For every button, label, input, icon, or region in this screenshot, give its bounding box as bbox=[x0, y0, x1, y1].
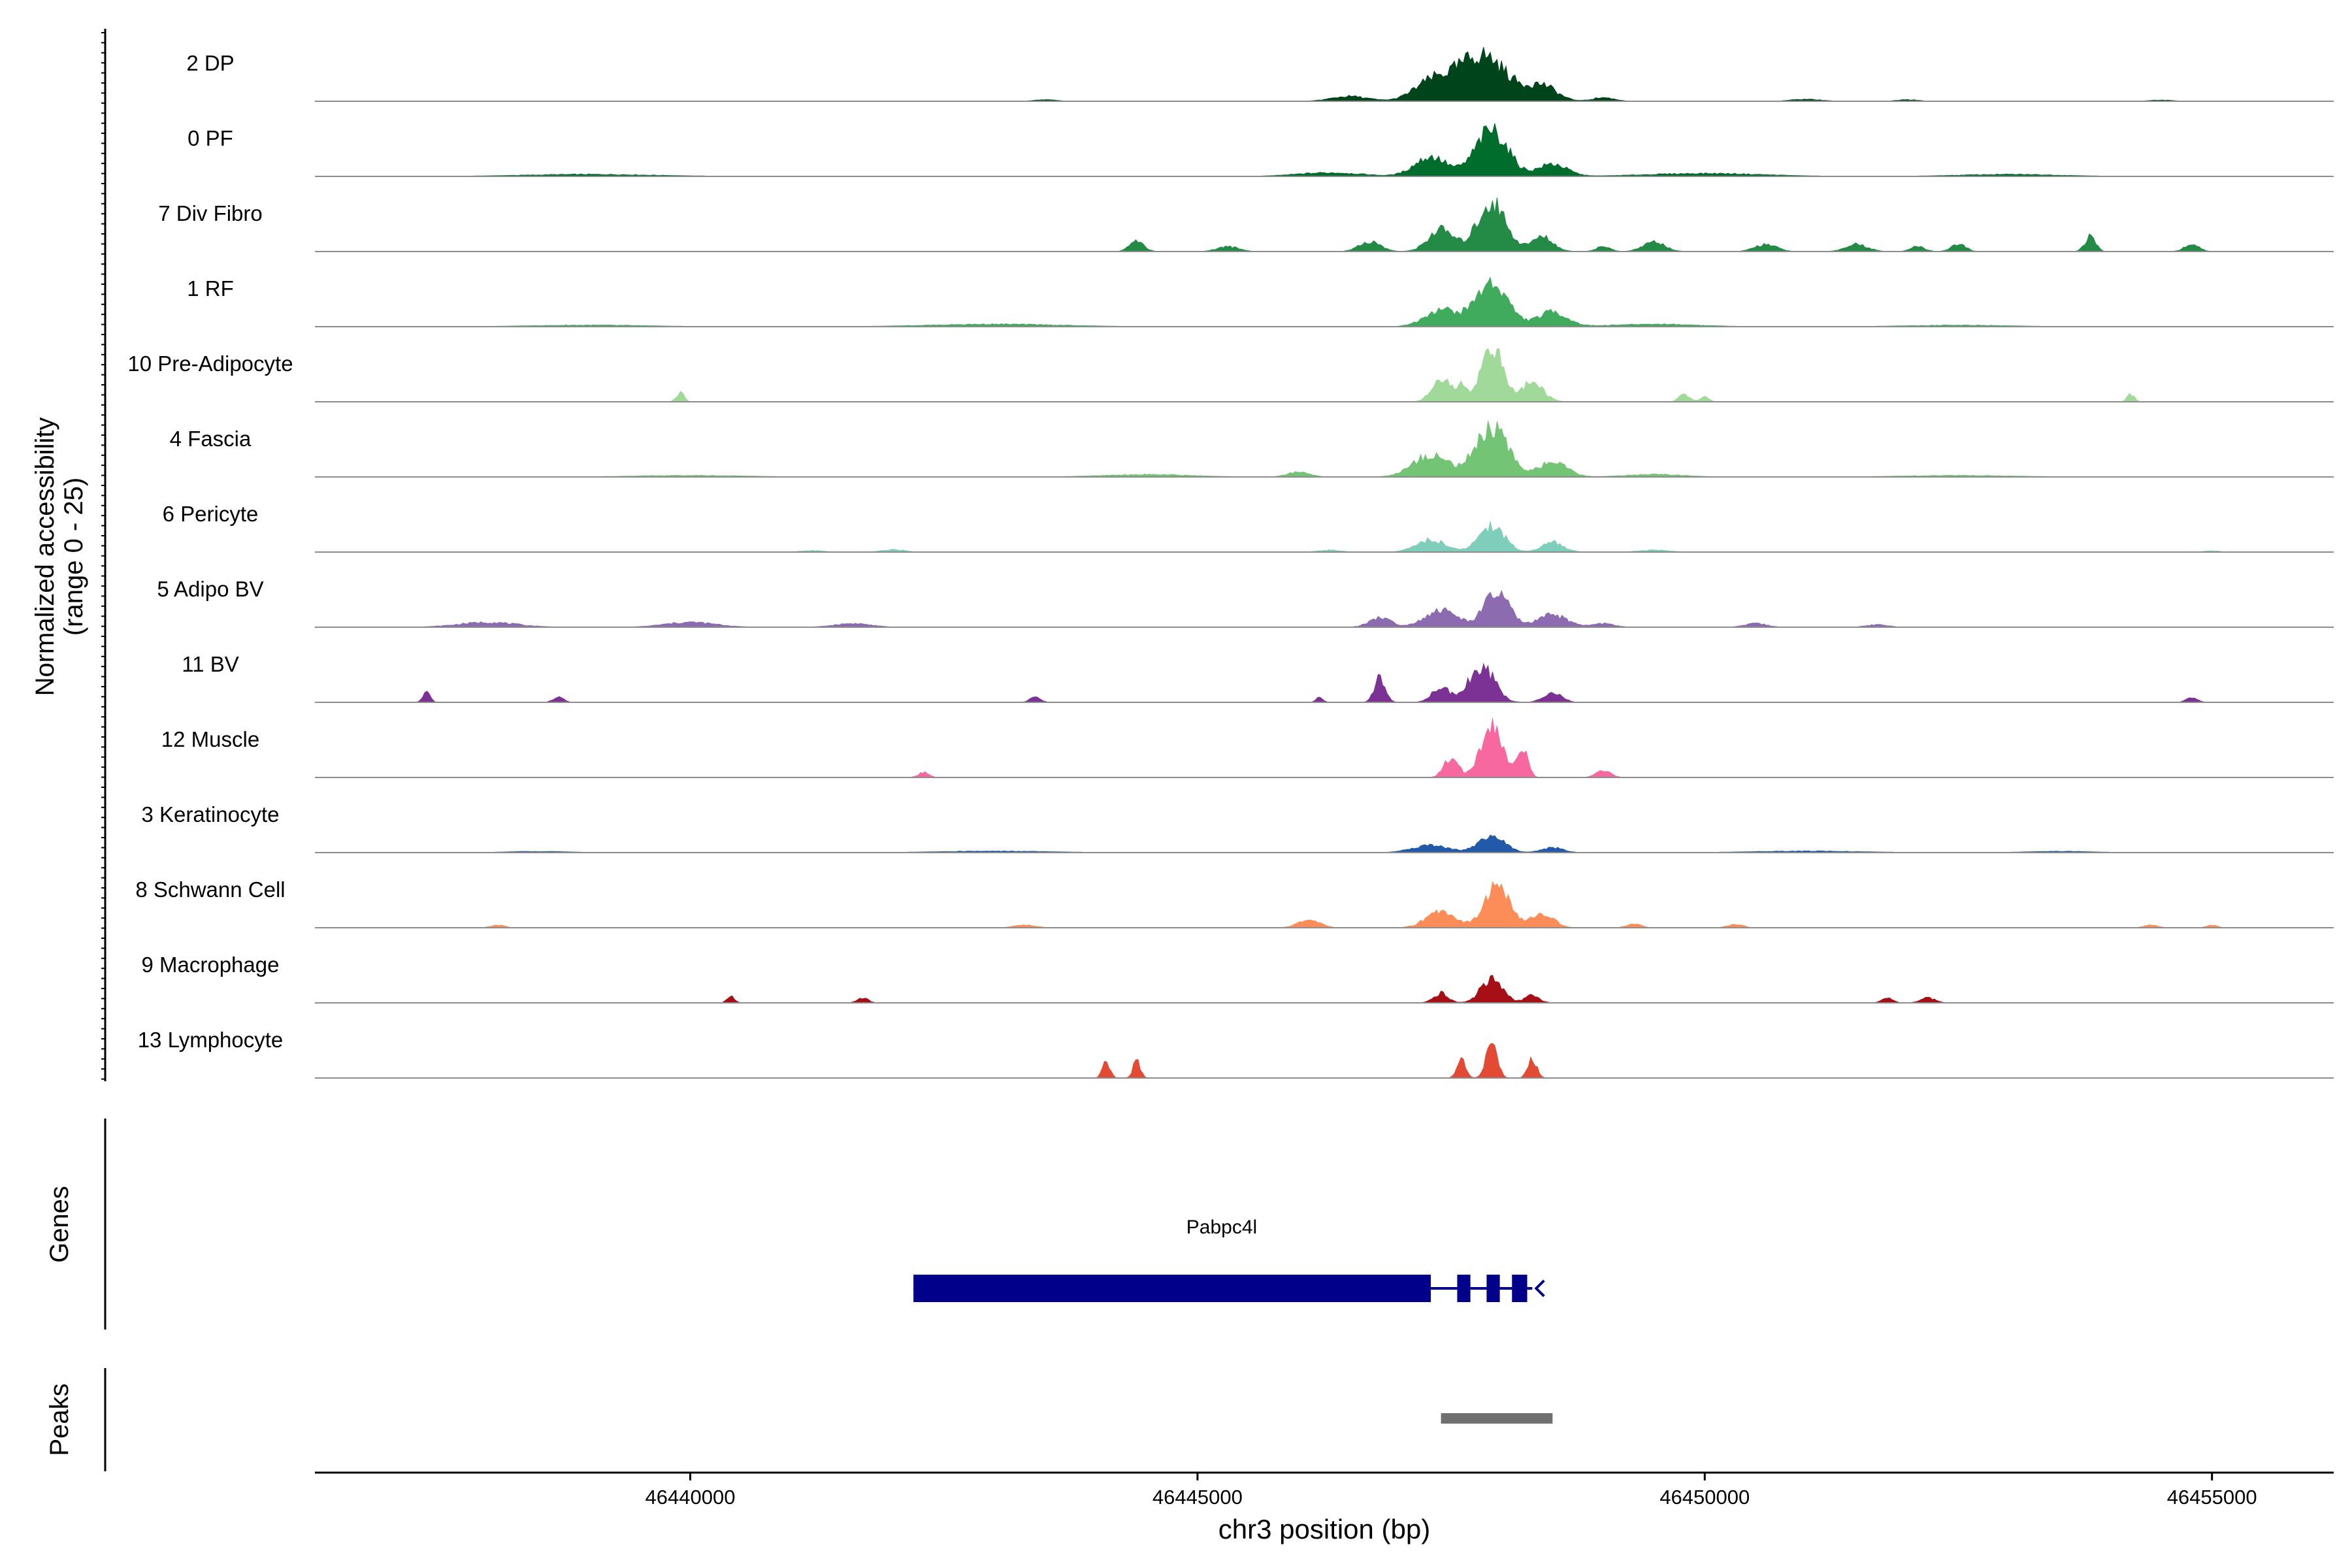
track-label: 7 Div Fibro bbox=[158, 201, 263, 225]
track-7-div-fibro: 7 Div Fibro bbox=[158, 197, 2334, 252]
track-label: 4 Fascia bbox=[170, 427, 252, 451]
accessibility-tracks: 2 DP 0 PF 7 Div Fibro 1 RF 10 Pre-Adipocyte 4… bbox=[127, 46, 2334, 1079]
gene-exon bbox=[913, 1275, 1431, 1302]
gene-model bbox=[913, 1275, 1545, 1302]
y-axis-title-line-1: Normalized accessibility bbox=[31, 417, 59, 696]
peak-region bbox=[1441, 1413, 1553, 1424]
track-label: 6 Pericyte bbox=[163, 502, 259, 526]
track-6-pericyte: 6 Pericyte bbox=[163, 502, 2334, 553]
x-tick-label: 46450000 bbox=[1659, 1486, 1750, 1509]
track-3-keratinocyte: 3 Keratinocyte bbox=[142, 802, 2334, 853]
track-label: 3 Keratinocyte bbox=[142, 802, 280, 826]
y-axis-minor-ticks bbox=[101, 32, 105, 1080]
y-axis bbox=[101, 29, 106, 1081]
track-label: 8 Schwann Cell bbox=[135, 877, 285, 902]
gene-name-label: Pabpc4l bbox=[1186, 1217, 1257, 1238]
gene-exon bbox=[1512, 1275, 1527, 1302]
track-10-pre-adipocyte: 10 Pre-Adipocyte bbox=[127, 348, 2334, 402]
gene-strand-arrow bbox=[1534, 1279, 1545, 1298]
track-12-muscle: 12 Muscle bbox=[161, 718, 2334, 778]
genes-panel: Genes Pabpc4l bbox=[45, 1119, 1545, 1330]
track-2-dp: 2 DP bbox=[186, 46, 2334, 102]
track-label: 12 Muscle bbox=[161, 727, 259, 751]
peaks-panel: Peaks bbox=[45, 1368, 1553, 1471]
track-1-rf: 1 RF bbox=[187, 276, 2334, 327]
track-9-macrophage: 9 Macrophage bbox=[142, 953, 2334, 1004]
gene-exon bbox=[1457, 1275, 1471, 1302]
x-axis: 46440000 46445000 46450000 46455000 chr3 po… bbox=[315, 1471, 2334, 1544]
x-axis-ticks: 46440000 46445000 46450000 46455000 bbox=[645, 1473, 2257, 1509]
y-axis-title-line-2: (range 0 - 25) bbox=[59, 478, 88, 636]
track-5-adipo-bv: 5 Adipo BV bbox=[157, 577, 2334, 628]
track-label: 1 RF bbox=[187, 276, 234, 301]
track-label: 10 Pre-Adipocyte bbox=[127, 351, 293, 376]
track-11-bv: 11 BV bbox=[182, 652, 2334, 703]
track-label: 9 Macrophage bbox=[142, 953, 280, 977]
x-tick-label: 46455000 bbox=[2167, 1486, 2257, 1509]
peaks-panel-title: Peaks bbox=[45, 1383, 74, 1456]
track-label: 13 Lymphocyte bbox=[138, 1028, 284, 1052]
peak-regions bbox=[1441, 1413, 1553, 1424]
track-label: 0 PF bbox=[188, 126, 233, 150]
coverage-area bbox=[315, 123, 2334, 177]
track-8-schwann-cell: 8 Schwann Cell bbox=[135, 877, 2334, 928]
track-label: 2 DP bbox=[186, 51, 234, 75]
genes-panel-title: Genes bbox=[45, 1186, 74, 1263]
track-13-lymphocyte: 13 Lymphocyte bbox=[138, 1028, 2334, 1079]
track-label: 11 BV bbox=[182, 652, 238, 676]
y-axis-title: Normalized accessibility (range 0 - 25) bbox=[31, 417, 88, 696]
gene-exon bbox=[1486, 1275, 1500, 1302]
x-tick-label: 46440000 bbox=[645, 1486, 736, 1509]
track-0-pf: 0 PF bbox=[188, 123, 2334, 177]
x-tick-label: 46445000 bbox=[1152, 1486, 1243, 1509]
x-axis-title: chr3 position (bp) bbox=[1218, 1514, 1431, 1544]
track-label: 5 Adipo BV bbox=[157, 577, 263, 601]
track-4-fascia: 4 Fascia bbox=[170, 421, 2334, 478]
